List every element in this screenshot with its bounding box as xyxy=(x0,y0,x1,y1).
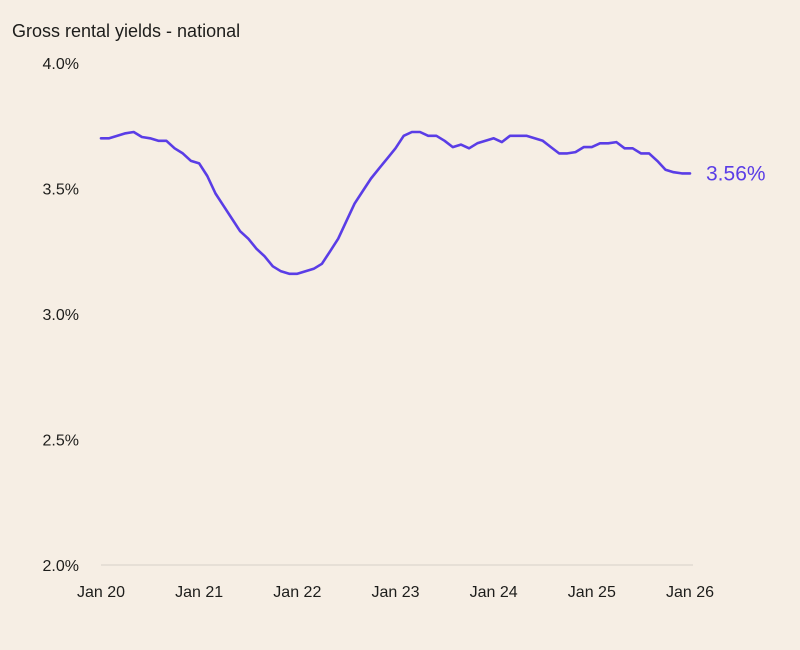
y-tick-label: 3.0% xyxy=(43,307,79,324)
yield-line xyxy=(99,130,692,276)
x-tick-label: Jan 20 xyxy=(77,584,125,601)
y-tick-label: 4.0% xyxy=(43,56,79,73)
x-tick-label: Jan 26 xyxy=(666,584,714,601)
x-tick-label: Jan 24 xyxy=(470,584,518,601)
x-tick-label: Jan 23 xyxy=(371,584,419,601)
end-value-label: 3.56% xyxy=(706,162,766,185)
x-tick-label: Jan 22 xyxy=(273,584,321,601)
y-tick-label: 3.5% xyxy=(43,182,79,199)
y-tick-label: 2.5% xyxy=(43,433,79,450)
x-tick-label: Jan 21 xyxy=(175,584,223,601)
chart-title: Gross rental yields - national xyxy=(12,21,241,41)
y-tick-label: 2.0% xyxy=(43,558,79,575)
x-tick-label: Jan 25 xyxy=(568,584,616,601)
